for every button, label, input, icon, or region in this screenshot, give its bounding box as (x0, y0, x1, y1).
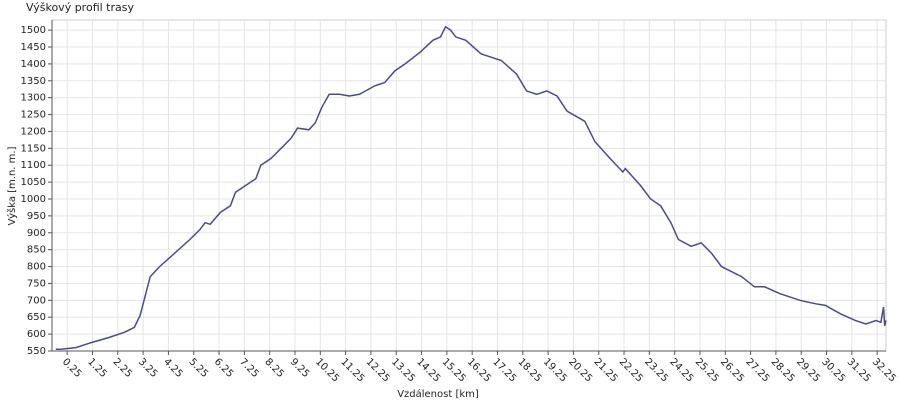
x-tick-label: 31.25 (845, 356, 873, 384)
x-tick-label: 18.25 (516, 356, 544, 384)
plot-area (51, 19, 887, 352)
y-tick-label: 750 (27, 278, 46, 289)
x-tick-label: 22.25 (617, 356, 645, 384)
x-tick-label: 30.25 (819, 356, 847, 384)
x-tick-label: 29.25 (794, 356, 822, 384)
x-tick-label: 6.25 (212, 356, 236, 380)
y-tick-label: 700 (27, 295, 46, 306)
x-tick-label: 27.25 (743, 356, 771, 384)
x-tick-label: 9.25 (288, 356, 312, 380)
x-tick-label: 21.25 (591, 356, 619, 384)
x-tick-label: 0.25 (60, 356, 84, 380)
x-tick-label: 10.25 (313, 356, 341, 384)
x-tick-label: 8.25 (262, 356, 286, 380)
x-axis-label: Vzdálenost [km] (397, 388, 479, 400)
y-tick-label: 1300 (21, 93, 46, 104)
x-tick-label: 4.25 (161, 356, 185, 380)
x-tick-label: 5.25 (186, 356, 210, 380)
x-tick-label: 15.25 (440, 356, 468, 384)
x-tick-label: 16.25 (465, 356, 493, 384)
x-tick-label: 25.25 (693, 356, 721, 384)
x-tick-label: 19.25 (541, 356, 569, 384)
y-tick-label: 1100 (21, 160, 46, 171)
x-tick-label: 32.25 (870, 356, 898, 384)
x-tick-label: 13.25 (389, 356, 417, 384)
x-tick-label: 26.25 (718, 356, 746, 384)
x-tick-label: 24.25 (667, 356, 695, 384)
elevation-line (55, 25, 887, 351)
y-axis-label: Výška [m.n. m.] (6, 146, 18, 225)
x-tick-label: 7.25 (237, 356, 261, 380)
y-tick-label: 1500 (21, 25, 46, 36)
x-tick-label: 3.25 (136, 356, 160, 380)
y-tick-label: 1050 (21, 177, 46, 188)
x-tick-label: 14.25 (414, 356, 442, 384)
y-tick-label: 650 (27, 312, 46, 323)
y-tick-label: 550 (27, 346, 46, 357)
y-tick-label: 1000 (21, 194, 46, 205)
x-tick-label: 17.25 (490, 356, 518, 384)
x-tick-label: 28.25 (769, 356, 797, 384)
x-tick-label: 20.25 (566, 356, 594, 384)
x-tick-label: 2.25 (111, 356, 135, 380)
y-tick-label: 900 (27, 228, 46, 239)
chart-title: Výškový profil trasy (26, 1, 134, 14)
y-tick-label: 850 (27, 245, 46, 256)
y-tick-label: 800 (27, 262, 46, 273)
x-tick-label: 12.25 (364, 356, 392, 384)
y-tick-label: 1150 (21, 143, 46, 154)
x-tick-label: 11.25 (338, 356, 366, 384)
y-tick-label: 1450 (21, 42, 46, 53)
y-tick-label: 950 (27, 211, 46, 222)
x-tick-label: 1.25 (85, 356, 109, 380)
y-tick-label: 1400 (21, 59, 46, 70)
x-tick-label: 23.25 (642, 356, 670, 384)
y-tick-label: 1200 (21, 126, 46, 137)
y-tick-label: 600 (27, 329, 46, 340)
y-tick-label: 1350 (21, 76, 46, 87)
y-tick-label: 1250 (21, 110, 46, 121)
